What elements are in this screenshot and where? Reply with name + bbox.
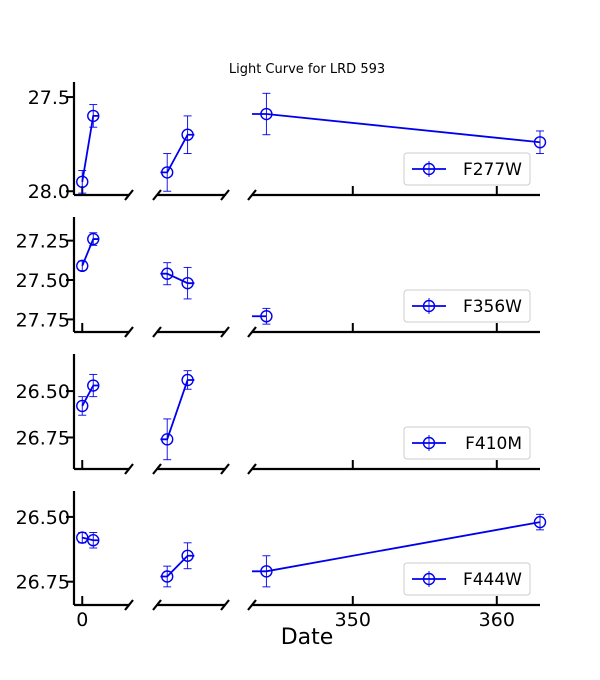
f410m-legend-marker <box>422 436 436 450</box>
axis-break-mark <box>220 599 230 611</box>
x-tick-label: 360 <box>479 609 515 631</box>
f356w-ytick-label: 27.75 <box>16 309 70 331</box>
f444w-data-point <box>160 570 174 583</box>
f410m-ytick-label: 26.75 <box>16 427 70 449</box>
f277w-data-point <box>181 128 194 141</box>
f444w-legend-label: F444W <box>463 570 522 590</box>
f277w-legend-label: F277W <box>463 160 522 180</box>
f410m-ytick-label: 26.50 <box>16 381 70 403</box>
f410m-data-point <box>181 373 194 387</box>
f277w-series-line <box>252 113 541 144</box>
f410m-data-point <box>160 433 174 446</box>
axis-break-mark <box>124 599 134 611</box>
f444w-data-point <box>87 534 100 547</box>
f356w-data-point <box>76 259 89 273</box>
f410m-legend-label: F410M <box>465 434 522 454</box>
f410m-series-line <box>160 379 195 441</box>
f410m-data-point <box>87 379 100 392</box>
axis-break-mark <box>152 463 162 475</box>
axis-break-mark <box>152 326 162 338</box>
f356w-data-point <box>181 276 194 290</box>
f277w-data-point <box>533 136 547 149</box>
f410m-series-line <box>81 384 99 407</box>
f356w-data-point <box>87 232 100 246</box>
axis-break-mark <box>152 599 162 611</box>
f356w-ytick-label: 27.50 <box>16 270 70 292</box>
f356w-ytick-label: 27.25 <box>16 231 70 253</box>
f356w-data-point <box>160 267 174 280</box>
chart-title: Light Curve for LRD 593 <box>229 62 385 77</box>
f444w-series-line <box>82 536 99 542</box>
axis-break-mark <box>124 189 134 201</box>
f410m-data-point <box>76 399 89 413</box>
f444w-legend-box <box>403 562 531 596</box>
f277w-data-point <box>87 109 100 123</box>
axis-break-mark <box>124 463 134 475</box>
f444w-data-point <box>533 515 547 529</box>
f356w-legend-box <box>403 289 531 323</box>
axis-break-mark <box>220 189 230 201</box>
f277w-ytick-label: 28.0 <box>28 181 70 203</box>
axis-break-mark <box>220 463 230 475</box>
f444w-ytick-label: 26.50 <box>16 507 70 529</box>
f356w-legend-label: F356W <box>463 297 522 317</box>
f444w-data-point <box>181 549 194 562</box>
f444w-data-point <box>260 565 273 578</box>
f277w-series-line <box>81 115 99 182</box>
f356w-data-point <box>260 310 273 323</box>
f277w-ytick-label: 27.5 <box>28 87 70 109</box>
f444w-series-line <box>160 554 195 578</box>
axis-break-mark <box>152 189 162 201</box>
axis-break-mark <box>247 326 257 338</box>
f356w-series-line <box>160 272 195 285</box>
f277w-data-point <box>160 166 174 179</box>
f444w-legend-marker <box>422 572 436 586</box>
f277w-legend-box <box>403 152 531 186</box>
f277w-data-point <box>76 175 89 189</box>
axis-break-mark <box>220 326 230 338</box>
f410m-legend-box <box>403 426 531 460</box>
axis-break-mark <box>247 599 257 611</box>
x-tick-label: 350 <box>335 609 371 631</box>
x-tick-label: 0 <box>76 609 88 631</box>
axis-break-mark <box>247 463 257 475</box>
f444w-ytick-label: 26.75 <box>16 572 70 594</box>
x-axis-label: Date <box>281 625 334 650</box>
axis-break-mark <box>124 326 134 338</box>
f277w-legend-marker <box>422 162 436 176</box>
f356w-legend-marker <box>422 299 436 313</box>
axis-break-mark <box>247 189 257 201</box>
f277w-data-point <box>260 107 273 121</box>
f277w-series-line <box>160 133 195 174</box>
